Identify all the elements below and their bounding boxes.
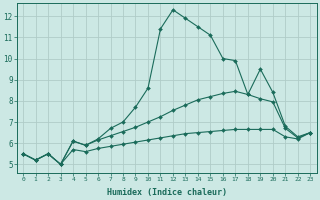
X-axis label: Humidex (Indice chaleur): Humidex (Indice chaleur) (107, 188, 227, 197)
